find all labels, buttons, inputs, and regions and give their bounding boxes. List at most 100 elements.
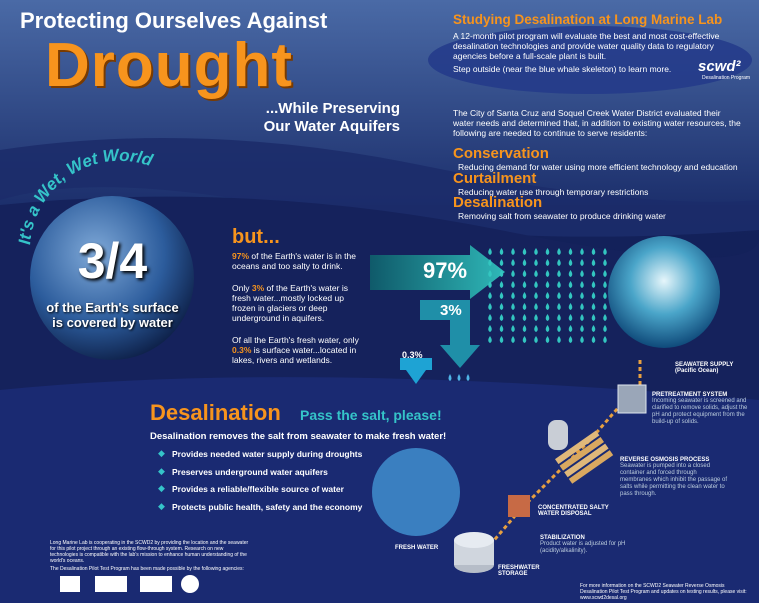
label-text: Product water is adjusted for pH (acidit…	[540, 541, 626, 554]
droplet	[568, 314, 573, 321]
droplet	[488, 325, 492, 332]
wave-band	[0, 138, 759, 237]
droplet	[499, 303, 504, 310]
logo-caption: Desalination Program	[702, 75, 751, 81]
droplet	[580, 292, 584, 299]
droplet	[557, 259, 561, 266]
storage-label: FRESHWATER STORAGE	[498, 565, 540, 577]
droplet	[499, 270, 504, 277]
droplet	[557, 325, 561, 332]
droplet	[603, 292, 607, 299]
fact-prefix: Only	[232, 283, 252, 293]
droplet	[534, 325, 538, 332]
fact-prefix: Of all the Earth's fresh water, only	[232, 335, 359, 345]
need-name: Conservation	[453, 145, 549, 162]
droplet	[511, 281, 515, 288]
droplet	[591, 314, 596, 321]
droplet	[534, 281, 538, 288]
droplet	[591, 292, 596, 299]
fraction: 3/4	[77, 233, 148, 289]
droplet	[580, 325, 584, 332]
facts-heading: but...	[232, 226, 280, 248]
droplet	[511, 248, 515, 255]
droplet	[545, 336, 550, 343]
droplet	[580, 259, 584, 266]
droplet	[534, 303, 538, 310]
droplet	[603, 281, 607, 288]
arrow-03	[400, 358, 432, 384]
need-text: Reducing demand for water using more eff…	[458, 162, 738, 172]
droplet	[522, 314, 527, 321]
droplet	[545, 325, 550, 332]
footer-sponsors: The Desalination Pilot Test Program has …	[50, 566, 244, 572]
droplet	[488, 259, 492, 266]
droplet	[591, 281, 596, 288]
droplet	[568, 292, 573, 299]
droplet	[511, 303, 515, 310]
droplet	[603, 248, 607, 255]
label-text: Seawater is pumped into a closed contain…	[620, 463, 728, 497]
droplet	[568, 270, 573, 277]
droplet	[557, 314, 561, 321]
droplet	[511, 336, 515, 343]
faucet-photo	[372, 448, 460, 536]
droplet	[591, 336, 596, 343]
droplet	[603, 303, 607, 310]
droplet	[522, 325, 527, 332]
label-title: STABILIZATION	[540, 535, 585, 541]
droplet	[545, 303, 550, 310]
bullet-icon: ◆	[158, 448, 165, 458]
droplet	[557, 336, 561, 343]
droplet	[603, 325, 607, 332]
fact-1: 97% of the Earth's water is in the ocean…	[232, 251, 362, 271]
droplet	[591, 270, 596, 277]
droplet	[580, 281, 584, 288]
stabilization-label: STABILIZATION Product water is adjusted f…	[540, 535, 640, 555]
arrow-3	[420, 300, 480, 368]
droplet	[591, 259, 596, 266]
droplet	[557, 292, 561, 299]
droplet	[534, 259, 538, 266]
droplet	[499, 281, 504, 288]
world-caption: of the Earth's surface is covered by wat…	[25, 300, 200, 330]
caption-line2: is covered by water	[52, 315, 173, 330]
subtitle: ...While Preserving Our Water Aquifers	[200, 100, 400, 136]
droplet	[557, 248, 561, 255]
bullet-icon: ◆	[158, 483, 165, 493]
droplet	[499, 314, 504, 321]
droplet	[522, 248, 527, 255]
need-text: Removing salt from seawater to produce d…	[458, 211, 666, 221]
pilot-oval	[428, 26, 752, 94]
droplet	[545, 314, 550, 321]
bullet-icon: ◆	[158, 500, 165, 511]
droplet	[488, 303, 492, 310]
label-sub: (Pacific Ocean)	[675, 368, 719, 374]
fact-text: of the Earth's water is fresh water...mo…	[232, 283, 348, 323]
ro-label: REVERSE OSMOSIS PROCESS Seawater is pumpe…	[620, 457, 730, 498]
droplet	[511, 314, 515, 321]
droplet	[591, 325, 596, 332]
title-line1: Protecting Ourselves Against	[20, 8, 328, 33]
droplet	[568, 325, 573, 332]
droplet	[545, 270, 550, 277]
highlight: 3%	[251, 283, 265, 293]
pilot-text: A 12-month pilot program will evaluate t…	[453, 31, 720, 61]
logo: scwd²	[698, 58, 741, 75]
pretreatment-box	[617, 384, 647, 414]
droplet	[557, 303, 561, 310]
droplet	[522, 303, 527, 310]
footer-note: Long Marine Lab is cooperating in the SC…	[50, 540, 249, 564]
droplet-grid	[448, 248, 607, 381]
droplet	[534, 248, 538, 255]
fresh-label: FRESH WATER	[395, 545, 439, 551]
droplet	[457, 374, 461, 381]
droplet	[499, 325, 504, 332]
droplet	[448, 374, 452, 381]
droplet	[522, 336, 527, 343]
pretreatment-label: PRETREATMENT SYSTEM Incoming seawater is …	[652, 392, 752, 426]
fact-text: is surface water...located in lakes, riv…	[232, 345, 357, 365]
droplet	[568, 281, 573, 288]
droplet	[488, 281, 492, 288]
highlight: 97%	[232, 251, 250, 261]
